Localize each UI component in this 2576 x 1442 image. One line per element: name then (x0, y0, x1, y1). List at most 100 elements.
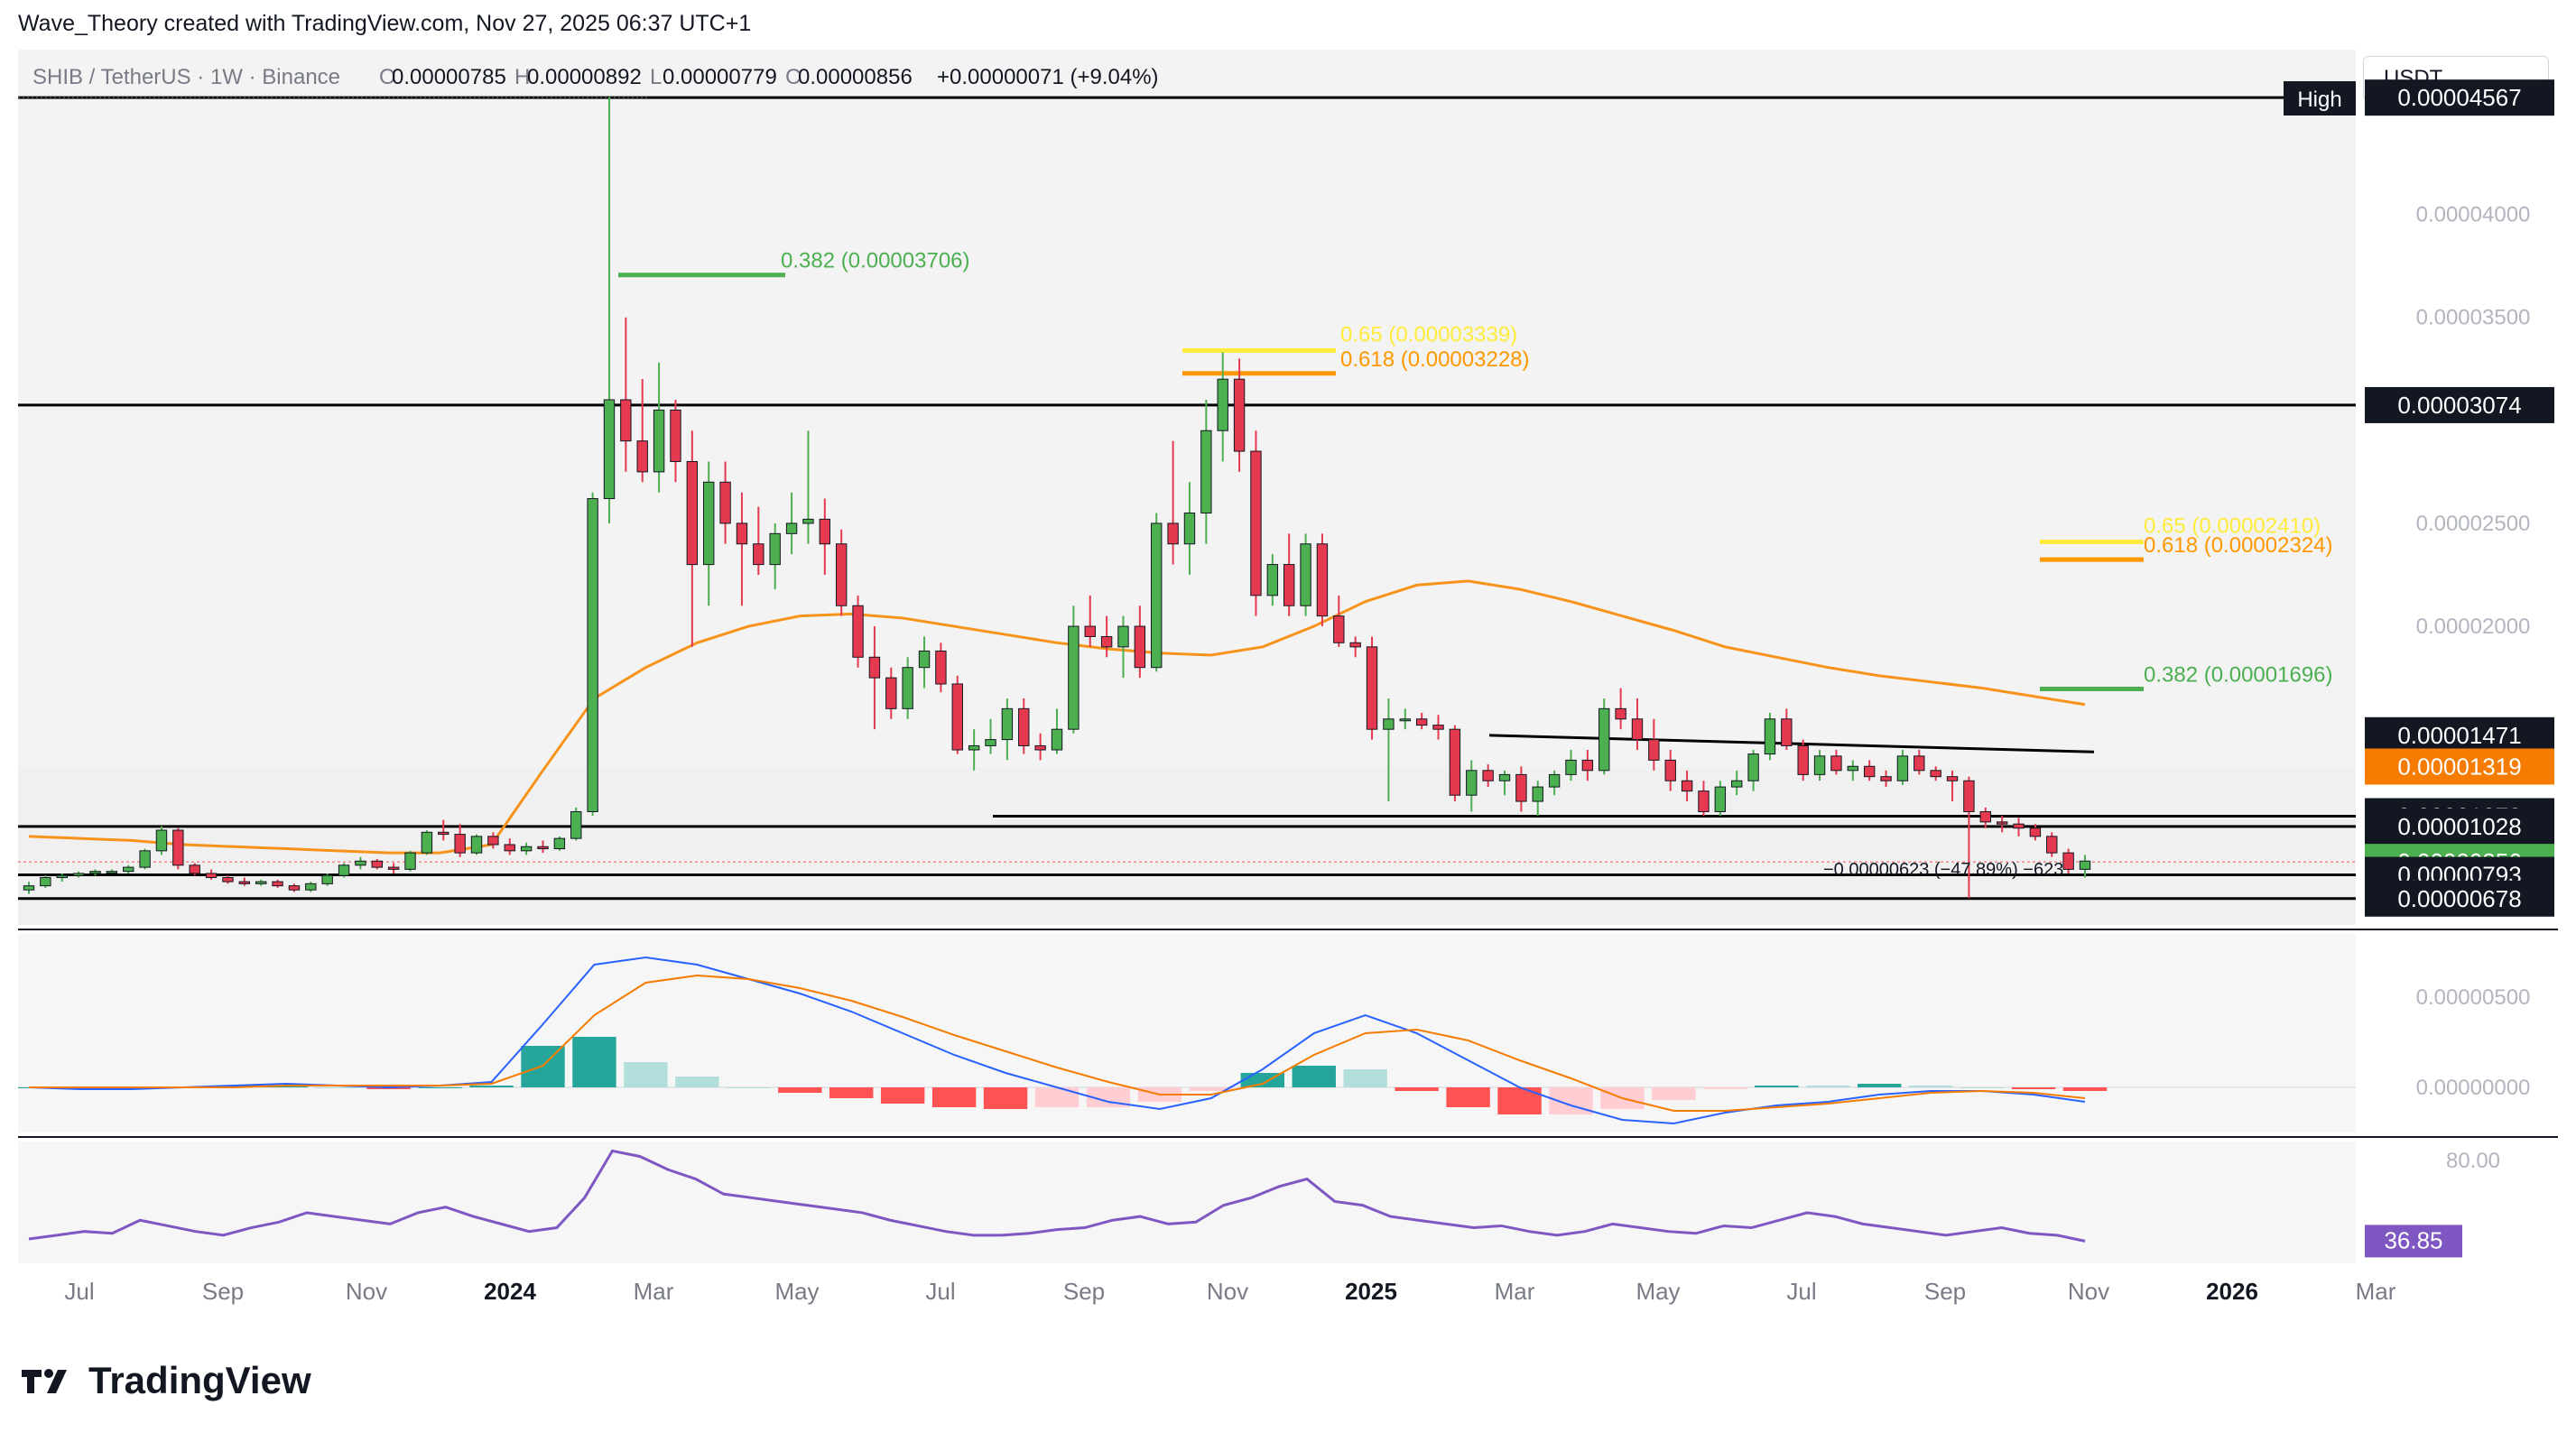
candle-body (1847, 765, 1859, 772)
candle-body (1051, 728, 1063, 751)
time-axis-tick: 2026 (2206, 1278, 2258, 1305)
macd-signal-line (29, 974, 2086, 1112)
candle-body (769, 532, 781, 566)
candle-body (139, 850, 151, 868)
time-axis-tick: Jul (1786, 1278, 1816, 1305)
candle-body (470, 836, 483, 854)
candle-body (355, 860, 366, 866)
candle-body (56, 874, 68, 879)
price-tag (2365, 79, 2554, 116)
candle-body (603, 399, 616, 500)
candle-body (1466, 770, 1478, 796)
candle-body (1068, 625, 1080, 730)
macd-histogram-bar (1497, 1087, 1542, 1114)
price-tag-label: 0.00001471 (2397, 722, 2521, 749)
tradingview-footer: TradingView (18, 1354, 311, 1408)
candle-body (205, 873, 218, 879)
candle-body (1996, 821, 2008, 825)
macd-histogram-bar (1857, 1084, 1902, 1087)
candle-body (935, 650, 947, 685)
candle-body (272, 881, 283, 887)
candle-body (1034, 744, 1046, 751)
candle-body (1449, 728, 1461, 796)
high-tag (2284, 81, 2356, 116)
candle-body (2062, 852, 2074, 870)
price-pane-bg-upper (18, 50, 2356, 768)
candle-body (951, 683, 963, 751)
candle-body (1183, 513, 1196, 545)
price-chart[interactable]: SHIB / TetherUS · 1W · Binance O0.0000078… (6, 50, 2558, 1331)
macd-histogram-bar (1292, 1066, 1336, 1087)
candle-body (968, 744, 980, 751)
candle-body (1366, 646, 1378, 730)
candle-body (1747, 753, 1759, 781)
rsi-line (28, 1149, 2086, 1243)
candle-body (1300, 543, 1311, 606)
ohlc-key: O (379, 65, 396, 89)
candle-body (40, 877, 51, 887)
price-tag-label: 0.00000678 (2397, 885, 2521, 912)
candle-body (1863, 765, 1876, 778)
candle-body (321, 874, 333, 884)
candle-body (1681, 780, 1693, 792)
time-axis-tick: 2024 (484, 1278, 536, 1305)
price-tag-label: 0.00003074 (2397, 392, 2521, 419)
candle-body (620, 399, 632, 442)
fib-level-label: 0.618 (0.00003228) (1340, 347, 1530, 372)
fib-level-label: 0.618 (0.00002324) (2144, 533, 2333, 558)
candle-body (438, 831, 449, 836)
macd-histogram-bar (983, 1087, 1028, 1109)
fib-level-label: 0.382 (0.00001696) (2144, 662, 2333, 687)
tradingview-logo-icon (22, 1369, 67, 1393)
candle-body (1797, 744, 1809, 775)
price-tag-label: 0.00001028 (2397, 813, 2521, 840)
candle-body (1664, 759, 1676, 781)
candle-body (1383, 718, 1395, 730)
price-tag (2365, 386, 2554, 423)
rsi-value-label: 36.85 (2384, 1226, 2442, 1253)
candle-body (1946, 776, 1959, 781)
rsi-pane-bg (18, 1142, 2356, 1263)
macd-axis-tick: 0.00000000 (2416, 1076, 2531, 1100)
candle-body (1615, 707, 1626, 720)
tradingview-brand: TradingView (88, 1359, 311, 1401)
candle-body (504, 844, 515, 852)
candle-body (670, 409, 681, 462)
ohlc-key: C (785, 65, 801, 89)
candle-body (1498, 773, 1511, 781)
time-axis-tick: Sep (1924, 1278, 1966, 1305)
candle-body (1880, 776, 1892, 781)
fib-level-label: 0.65 (0.00002410) (2144, 513, 2321, 538)
candle-body (1598, 707, 1610, 772)
candle-body (1830, 755, 1842, 772)
candle-body (537, 846, 549, 850)
price-tag-label: 0.00004567 (2397, 84, 2521, 111)
macd-axis-tick: 0.00000500 (2416, 985, 2531, 1010)
time-axis-tick: May (774, 1278, 819, 1305)
macd-histogram-bar (1086, 1087, 1131, 1107)
rsi-axis-tick: 80.00 (2446, 1149, 2500, 1173)
candle-body (1316, 543, 1329, 617)
candle-body (1930, 770, 1941, 778)
ohlc-key: L (650, 65, 662, 89)
time-axis-tick: Nov (2068, 1278, 2109, 1305)
macd-histogram-bar (1652, 1087, 1696, 1100)
macd-histogram-bar (469, 1086, 514, 1087)
fib-level-label: 0.65 (0.00003339) (1340, 322, 1517, 347)
ema-line (28, 579, 2086, 855)
candle-body (1764, 718, 1776, 755)
time-axis-tick: Jul (925, 1278, 955, 1305)
candle-body (1233, 378, 1246, 452)
candle-body (985, 739, 996, 746)
candle-body (1731, 780, 1743, 788)
price-axis-tick: 0.00002500 (2416, 512, 2531, 536)
macd-histogram-bar (880, 1087, 925, 1104)
macd-histogram-bar (624, 1062, 668, 1087)
candle-body (868, 656, 881, 679)
candle-body (2029, 827, 2042, 837)
macd-histogram-bar (1806, 1086, 1850, 1087)
candle-body (719, 481, 731, 524)
candle-body (802, 518, 814, 524)
candle-body (686, 460, 699, 566)
time-axis-tick: Sep (1063, 1278, 1105, 1305)
